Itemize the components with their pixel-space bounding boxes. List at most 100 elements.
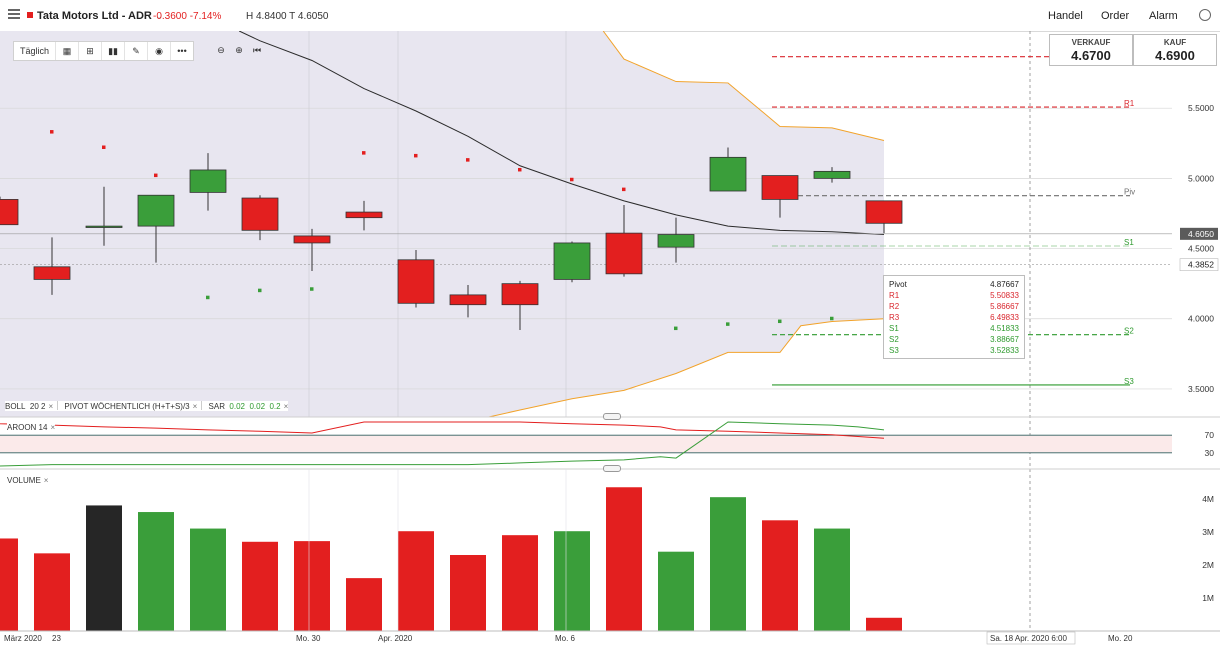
candle-body (813, 170, 851, 179)
sar-dot (102, 145, 106, 150)
volume-bar (710, 497, 746, 631)
eye-icon[interactable]: ◉ (148, 42, 172, 60)
y-tick-label: 3.5000 (1188, 384, 1214, 394)
pivot-row-r3: R3 6.49833 (889, 313, 1019, 322)
candle-body (709, 156, 747, 192)
calculator-icon[interactable]: ▦ (56, 42, 80, 60)
top-bar: Tata Motors Ltd - ADR ⌄ -0.3600 -7.14% H … (0, 0, 1220, 32)
bollinger-lower-line (488, 318, 885, 418)
pane-resize-handle[interactable] (603, 465, 621, 472)
candle-body (553, 242, 591, 280)
aroon-band-fill (0, 435, 1172, 453)
pivot-level-label: S1 (1124, 238, 1134, 247)
price-change: -0.3600 -7.14% (153, 11, 222, 22)
sar-dot (518, 167, 522, 172)
more-icon[interactable]: ••• (177, 46, 187, 56)
buy-value: 4.6900 (1155, 48, 1195, 63)
sar-dot (50, 130, 54, 134)
candle-body (241, 197, 279, 231)
interval-button[interactable]: Täglich (14, 42, 57, 60)
close-icon[interactable]: × (192, 402, 198, 411)
sar-dot (362, 151, 366, 155)
pivot-level-label: S2 (1124, 327, 1134, 336)
volume-pane[interactable]: 4M 3M 2M 1M (0, 469, 1214, 631)
user-icon[interactable] (1199, 9, 1211, 21)
candle-body (865, 200, 903, 224)
sar-dot (466, 158, 470, 162)
nav-handel[interactable]: Handel (1048, 10, 1083, 22)
hamburger-menu-icon[interactable] (8, 9, 20, 19)
zoom-controls: ⊖ ⊕ ⏮ (212, 41, 266, 59)
volume-label[interactable]: VOLUME (7, 476, 41, 485)
x-tick-label: 23 (52, 634, 61, 643)
x-tick-label: Sa. 18 Apr. 2020 6:00 (990, 634, 1068, 643)
chart-toolbar: Täglich ▦ ⊞ ▮▮ ✎ ◉ ••• (13, 41, 195, 61)
y-tick-label: 5.0000 (1188, 173, 1214, 183)
last-price-label: 4.6050 (1188, 229, 1214, 239)
candle-body (605, 232, 643, 275)
close-icon[interactable]: × (283, 402, 289, 411)
volume-bar (658, 551, 694, 631)
chevron-down-icon[interactable]: ⌄ (154, 11, 164, 22)
boll-label[interactable]: BOLL (5, 402, 26, 411)
pane-resize-handle[interactable] (603, 413, 621, 420)
chart-area[interactable]: R2R1PivS1S2S35.50005.00004.50004.00003.5… (0, 31, 1220, 646)
pivot-label[interactable]: PIVOT WÖCHENTLICH (H+T+S)/3 (64, 402, 190, 411)
sar-dot (258, 288, 262, 293)
aroon-pane[interactable]: 70 30 (0, 421, 1220, 470)
zoom-out-icon[interactable]: ⊖ (217, 44, 225, 55)
sar-label[interactable]: SAR (208, 402, 225, 411)
sar-dot (414, 153, 418, 158)
crosshair-price-label: 4.3852 (1188, 260, 1214, 270)
sar-param-3: 0.2 (269, 402, 281, 411)
sar-dot (310, 287, 314, 291)
boll-params: 20 2 (29, 402, 46, 411)
aroon-legend: AROON 14 × (7, 423, 56, 432)
nav-alarm[interactable]: Alarm (1149, 10, 1178, 22)
sar-dot (154, 173, 158, 178)
indicator-legend: BOLL 20 2 × PIVOT WÖCHENTLICH (H+T+S)/3 × … (5, 401, 289, 411)
candle-body (137, 194, 175, 227)
volume-tick-label: 2M (1202, 560, 1214, 570)
x-tick-label: Mo. 30 (296, 634, 321, 643)
close-icon[interactable]: × (43, 476, 49, 485)
candle-body (33, 266, 71, 280)
price-pane[interactable]: R2R1PivS1S2S35.50005.00004.50004.00003.5… (0, 31, 1220, 631)
candle-body (293, 235, 331, 244)
indicators-icon[interactable]: ▮▮ (102, 42, 126, 60)
sar-param-2: 0.02 (249, 402, 266, 411)
candle-body (397, 259, 435, 304)
sell-value: 4.6700 (1071, 48, 1111, 63)
pivot-row-s1: S1 4.51833 (889, 324, 1019, 333)
volume-bar (502, 535, 538, 631)
instrument-selector[interactable]: Tata Motors Ltd - ADR ⌄ (27, 10, 163, 22)
y-tick-label: 4.5000 (1188, 244, 1214, 254)
volume-bar (866, 617, 902, 631)
instrument-flag-icon (27, 12, 33, 18)
x-tick-label: Apr. 2020 (378, 634, 413, 643)
draw-pencil-icon[interactable]: ✎ (125, 42, 149, 60)
sell-button[interactable]: VERKAUF 4.6700 (1049, 34, 1133, 66)
rewind-icon[interactable]: ⏮ (252, 44, 262, 55)
volume-bar (86, 505, 122, 631)
aroon-down-line (0, 421, 885, 467)
aroon-label[interactable]: AROON 14 (7, 423, 48, 432)
volume-bar (190, 528, 226, 631)
close-icon[interactable]: × (50, 423, 56, 432)
sar-dot (206, 295, 210, 300)
sma-line (238, 31, 885, 236)
crosshair-tag (1179, 258, 1219, 271)
pivot-row-s2: S2 3.88667 (889, 335, 1019, 344)
sar-dot (622, 187, 626, 192)
buy-button[interactable]: KAUF 4.6900 (1133, 34, 1217, 66)
volume-legend: VOLUME × (7, 476, 49, 485)
x-axis: März 2020 23 Mo. 30 Apr. 2020 Mo. 6 Sa. 18 Ap… (0, 630, 1220, 645)
x-tick-label: Mo. 20 (1108, 634, 1133, 643)
chart-type-icon[interactable]: ⊞ (79, 42, 103, 60)
candle-body (761, 175, 799, 200)
close-icon[interactable]: × (48, 402, 54, 411)
sar-dot (726, 322, 730, 326)
nav-order[interactable]: Order (1101, 10, 1130, 22)
aroon-level-label: 30 (1205, 448, 1215, 458)
zoom-in-icon[interactable]: ⊕ (235, 44, 243, 55)
